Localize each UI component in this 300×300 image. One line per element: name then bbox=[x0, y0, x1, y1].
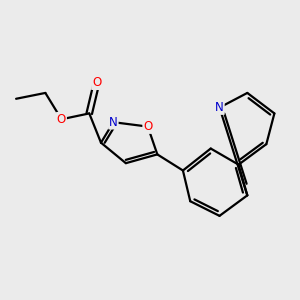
Text: N: N bbox=[109, 116, 118, 129]
Text: N: N bbox=[215, 101, 224, 114]
Text: O: O bbox=[57, 113, 66, 126]
Text: O: O bbox=[143, 120, 152, 133]
Text: O: O bbox=[92, 76, 101, 89]
